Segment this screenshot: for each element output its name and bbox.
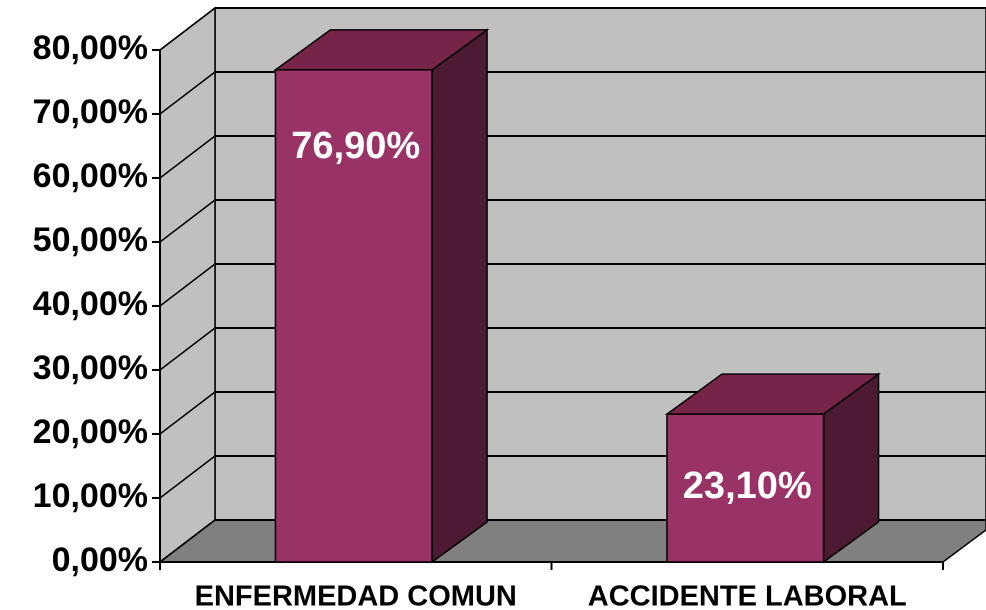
grid-line bbox=[159, 519, 216, 563]
data-label: 76,90% bbox=[291, 125, 420, 167]
y-tick-label: 0,00% bbox=[52, 541, 148, 579]
y-tick-label: 70,00% bbox=[33, 93, 148, 131]
x-tick-label: ACCIDENTE LABORAL bbox=[588, 581, 907, 610]
y-tick-label: 20,00% bbox=[33, 413, 148, 451]
bar-side bbox=[431, 28, 488, 564]
grid-line bbox=[159, 135, 216, 179]
y-tick-label: 60,00% bbox=[33, 157, 148, 195]
grid-line bbox=[159, 263, 216, 307]
bar bbox=[666, 413, 825, 563]
bar bbox=[274, 69, 433, 563]
grid-line bbox=[159, 71, 216, 115]
y-tick-label: 80,00% bbox=[33, 29, 148, 67]
y-tick-label: 40,00% bbox=[33, 285, 148, 323]
y-tick-label: 30,00% bbox=[33, 349, 148, 387]
y-tick-label: 50,00% bbox=[33, 221, 148, 259]
data-label: 23,10% bbox=[683, 465, 812, 507]
y-tick-label: 10,00% bbox=[33, 477, 148, 515]
grid-line bbox=[159, 327, 216, 371]
grid-line bbox=[159, 199, 216, 243]
grid-line bbox=[159, 391, 216, 435]
grid-line bbox=[159, 7, 216, 51]
x-tick-label: ENFERMEDAD COMUN bbox=[195, 581, 517, 610]
grid-line bbox=[159, 455, 216, 499]
